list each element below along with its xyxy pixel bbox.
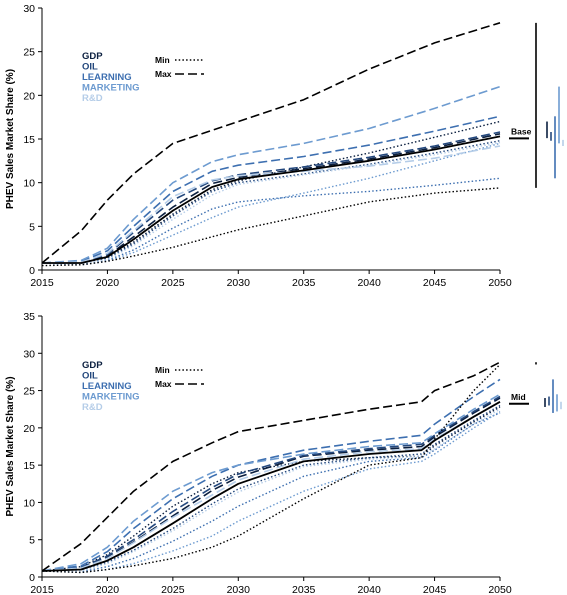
y-axis-label: PHEV Sales Market Share (%) xyxy=(5,376,16,516)
legend-item-rd: R&D xyxy=(82,93,103,104)
x-tick-label: 2040 xyxy=(357,584,381,595)
series-extreme-min-line xyxy=(41,364,501,574)
x-tick-label: 2015 xyxy=(30,584,54,595)
x-tick-label: 2045 xyxy=(423,584,447,595)
series-marketing-min-line xyxy=(41,410,501,574)
x-tick-label: 2040 xyxy=(357,277,381,289)
x-tick-label: 2025 xyxy=(161,277,185,289)
y-tick-label: 25 xyxy=(23,386,35,398)
y-tick-label: 5 xyxy=(29,535,35,547)
series-learning-max-line xyxy=(41,378,501,572)
y-tick-label: 20 xyxy=(23,423,35,435)
series-extreme-max-line xyxy=(41,361,501,572)
legend-item-oil: OIL xyxy=(82,62,98,73)
y-tick-label: 30 xyxy=(23,348,35,360)
y-tick-label: 15 xyxy=(23,134,35,146)
series-rd-min-line xyxy=(42,408,501,572)
scenario-label: Mid xyxy=(511,392,526,402)
series-rd-max-line xyxy=(41,145,501,264)
scenario-label: Base xyxy=(511,126,532,136)
x-tick-label: 2035 xyxy=(292,277,316,289)
legend-style-min: Min xyxy=(155,365,170,375)
legend-item-gdp: GDP xyxy=(82,360,103,371)
legend-item-rd: R&D xyxy=(82,402,103,413)
x-tick-label: 2035 xyxy=(292,584,316,595)
x-tick-label: 2050 xyxy=(488,584,512,595)
x-tick-label: 2025 xyxy=(161,584,185,595)
series-gdp-min-line xyxy=(41,120,501,265)
legend-style-max: Max xyxy=(155,379,172,389)
legend-item-marketing: MARKETING xyxy=(82,83,140,94)
y-tick-label: 0 xyxy=(29,265,35,277)
x-tick-label: 2015 xyxy=(30,277,54,289)
x-tick-label: 2030 xyxy=(227,277,251,289)
series-base-line xyxy=(42,135,501,264)
y-tick-label: 15 xyxy=(23,460,35,472)
y-tick-label: 25 xyxy=(23,47,35,59)
series-rd-min-line xyxy=(41,141,501,265)
y-tick-label: 10 xyxy=(23,178,35,190)
y-tick-label: 30 xyxy=(23,3,35,15)
x-tick-label: 2020 xyxy=(96,277,120,289)
y-tick-label: 5 xyxy=(29,221,35,233)
legend-style-min: Min xyxy=(155,55,170,65)
series-extreme-max-line xyxy=(41,22,501,264)
series-marketing-min-line xyxy=(41,142,501,266)
series-marketing-max-line xyxy=(41,85,501,264)
series-gdp-max-line xyxy=(41,397,501,572)
y-tick-label: 10 xyxy=(23,497,35,509)
legend-item-gdp: GDP xyxy=(82,51,103,62)
x-tick-label: 2030 xyxy=(227,584,251,595)
legend-item-learning: LEARNING xyxy=(82,381,132,392)
legend-item-marketing: MARKETING xyxy=(82,392,140,403)
legend-item-learning: LEARNING xyxy=(82,72,132,83)
series-rd-max-line xyxy=(41,401,501,572)
x-tick-label: 2020 xyxy=(96,584,120,595)
x-tick-label: 2045 xyxy=(423,277,447,289)
series-gdp-min-line xyxy=(41,406,501,572)
series-oil-min-line xyxy=(41,404,501,572)
legend-style-max: Max xyxy=(155,69,172,79)
series-marketing-max-line xyxy=(41,393,501,572)
y-tick-label: 20 xyxy=(23,90,35,102)
y-tick-label: 0 xyxy=(29,572,35,584)
series-oil-max-line xyxy=(41,395,501,572)
legend-item-oil: OIL xyxy=(82,371,98,382)
x-tick-label: 2050 xyxy=(488,277,512,289)
series-learning-max-line xyxy=(41,115,501,264)
series-mid-line xyxy=(41,401,501,572)
y-axis-label: PHEV Sales Market Share (%) xyxy=(5,69,16,209)
series-extreme-min-line xyxy=(41,187,501,267)
y-tick-label: 35 xyxy=(23,311,35,323)
